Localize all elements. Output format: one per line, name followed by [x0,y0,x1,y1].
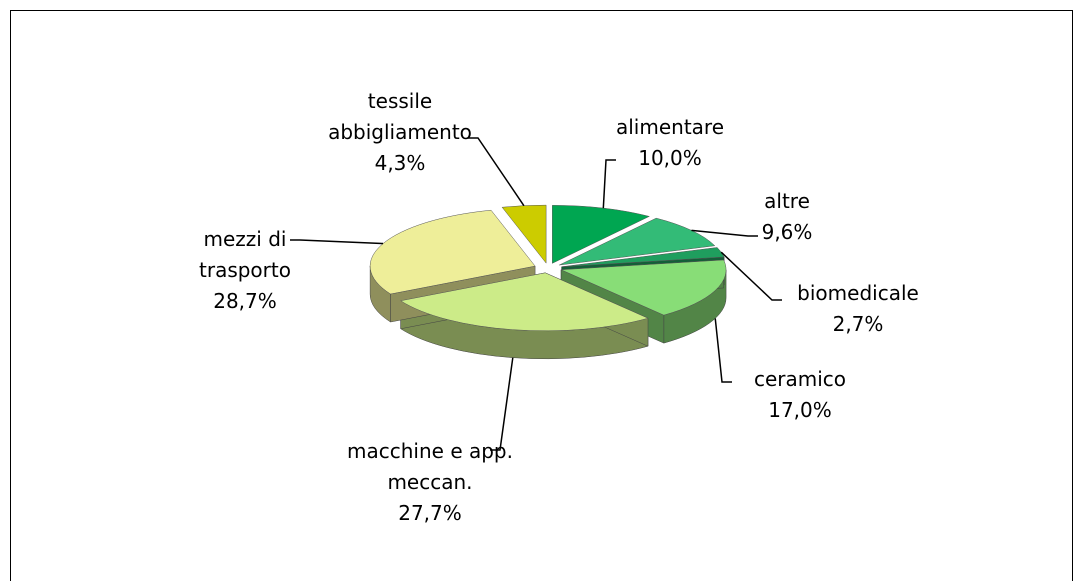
category-label: macchine e app. meccan. [347,439,513,494]
value-label: 2,7% [832,312,884,336]
slice-label: ceramico 17,0% [720,364,880,426]
value-label: 27,7% [398,501,462,525]
value-label: 17,0% [768,398,832,422]
leader-line [490,357,514,451]
leader-line [602,159,616,209]
slice [399,272,649,332]
value-label: 4,3% [374,151,426,175]
category-label: alimentare [615,115,725,139]
slice-label: alimentare 10,0% [590,112,750,174]
slice-label: macchine e app. meccan. 27,7% [345,436,515,529]
leader-line [468,137,525,207]
leader-line [714,318,732,383]
leader-line [720,251,782,301]
category-label: altre [764,189,810,213]
slice [559,217,716,266]
value-label: 9,6% [761,220,813,244]
category-label: tessile abbigliamento [328,89,472,144]
category-label: mezzi di trasporto [199,227,291,282]
frame [10,10,1073,581]
leader-line [691,229,758,237]
slice-label: tessile abbigliamento 4,3% [305,86,495,179]
slice-label: altre 9,6% [727,186,847,248]
slice [501,204,547,264]
value-label: 28,7% [213,289,277,313]
category-label: biomedicale [797,281,919,305]
slice-label: mezzi di trasporto 28,7% [175,224,315,317]
leader-line [290,239,384,245]
value-label: 10,0% [638,146,702,170]
slice [560,259,727,316]
slice-label: biomedicale 2,7% [768,278,948,340]
slice [552,205,651,264]
category-label: ceramico [753,367,847,391]
